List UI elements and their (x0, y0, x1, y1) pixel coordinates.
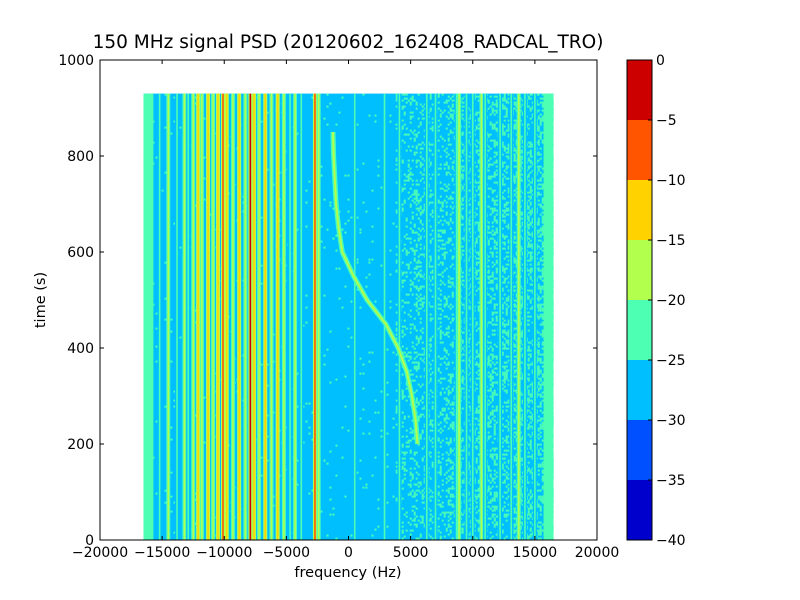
colorbar-tick-label: −30 (656, 413, 686, 429)
colorbar-tick-label: −25 (656, 353, 686, 369)
colorbar-level (627, 480, 652, 540)
x-tick-label: −15000 (134, 545, 190, 561)
colorbar-level (627, 180, 652, 240)
colorbar-level (627, 420, 652, 480)
drifting-signal (332, 131, 419, 445)
y-axis-label: time (s) (33, 272, 49, 328)
y-tick-label: 800 (67, 149, 94, 165)
x-axis: −20000 −15000 −10000 −5000 0 5000 10000 15000 20… (72, 60, 619, 561)
edge-band (143, 93, 154, 540)
y-tick-label: 200 (67, 437, 94, 453)
y-tick-label: 600 (67, 245, 94, 261)
psd-background (143, 93, 554, 540)
colorbar-tick-label: −35 (656, 473, 686, 489)
chart-title: 150 MHz signal PSD (20120602_162408_RADC… (93, 32, 604, 53)
x-tick-label: −20000 (72, 545, 128, 561)
colorbar: 0 −5 −10 −15 −20 −25 −30 −35 −40 (626, 53, 686, 549)
colorbar-tick-label: −20 (656, 293, 686, 309)
x-tick-label: −5000 (263, 545, 310, 561)
colorbar-tick-label: −5 (656, 113, 677, 129)
colorbar-tick-label: −15 (656, 233, 686, 249)
colorbar-level (627, 120, 652, 180)
x-tick-label: 5000 (393, 545, 429, 561)
y-tick-label: 1000 (58, 53, 94, 69)
colorbar-level (627, 300, 652, 360)
x-tick-label: 20000 (575, 545, 620, 561)
psd-heatmap (143, 93, 554, 540)
colorbar-tick-label: 0 (656, 53, 665, 69)
colorbar-level (627, 360, 652, 420)
colorbar-tick-label: −10 (656, 173, 686, 189)
y-tick-label: 400 (67, 341, 94, 357)
x-tick-label: 15000 (513, 545, 558, 561)
y-tick-label: 0 (85, 533, 94, 549)
x-axis-label: frequency (Hz) (294, 565, 401, 581)
colorbar-level (627, 60, 652, 120)
colorbar-level (627, 240, 652, 300)
x-tick-label: −10000 (196, 545, 252, 561)
colorbar-tick-label: −40 (656, 533, 686, 549)
x-tick-label: 0 (344, 545, 353, 561)
x-tick-label: 10000 (450, 545, 495, 561)
edge-band (543, 93, 554, 540)
y-axis: 0 200 400 600 800 1000 (58, 53, 597, 549)
